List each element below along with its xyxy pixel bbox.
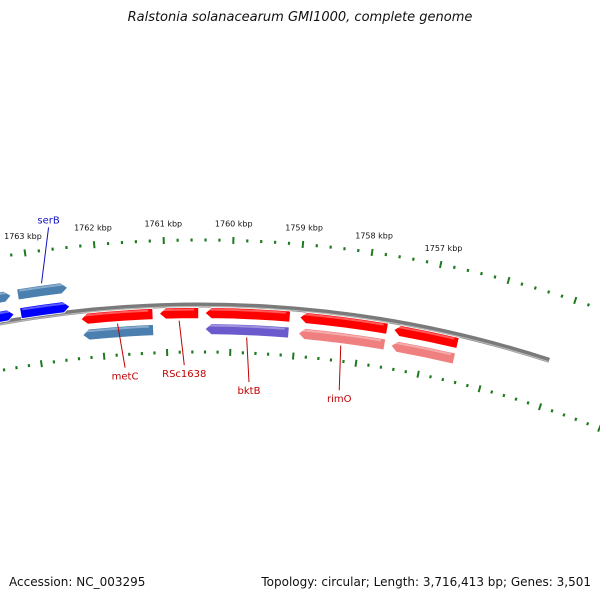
inner-scale-ruler — [2, 348, 600, 432]
gene-highlight — [19, 283, 63, 292]
minor-tick — [586, 421, 590, 426]
minor-tick — [514, 397, 518, 401]
kbp-tick-label: 1759 kbp — [285, 223, 323, 232]
kbp-tick-label: 1760 kbp — [215, 219, 253, 228]
minor-tick — [533, 286, 537, 290]
gene-arrow — [82, 324, 155, 341]
gene-rimo-arrow — [299, 312, 389, 335]
minor-tick — [560, 294, 564, 298]
major-tick — [291, 352, 295, 360]
minor-tick — [574, 417, 578, 422]
gene-features — [0, 282, 460, 365]
minor-tick — [425, 260, 429, 264]
gene-arrow — [0, 309, 15, 323]
gene-metc-label: metC — [112, 372, 139, 383]
minor-tick — [465, 383, 469, 388]
minor-tick — [391, 367, 395, 372]
kbp-tick-label: 1761 kbp — [144, 220, 182, 229]
major-tick — [439, 260, 443, 269]
gene-highlight — [302, 313, 384, 326]
minor-tick — [429, 375, 432, 379]
kbp-tick-label: 1757 kbp — [425, 244, 463, 253]
major-tick — [301, 240, 305, 249]
kbp-tick-label: 1758 kbp — [355, 232, 393, 241]
minor-tick — [550, 409, 554, 413]
gene-highlight — [207, 308, 286, 314]
minor-tick — [586, 303, 590, 307]
kbp-tick-label: 1762 kbp — [74, 224, 112, 233]
backbone-highlight — [0, 305, 549, 363]
gene-bktb-arrow — [204, 307, 291, 323]
major-tick — [416, 370, 420, 378]
gene-rimo-leader — [338, 345, 342, 391]
major-tick — [39, 360, 43, 368]
major-tick — [506, 276, 511, 285]
major-tick — [102, 352, 106, 360]
major-tick — [477, 385, 482, 393]
gene-arrow — [393, 325, 460, 349]
gene-highlight — [84, 325, 149, 333]
major-tick — [92, 241, 96, 249]
minor-tick — [502, 393, 506, 398]
gene-bktb-arrow — [204, 323, 290, 339]
minor-tick — [453, 380, 457, 385]
gene-bktb-leader — [246, 337, 250, 383]
major-tick — [23, 249, 27, 257]
kbp-tick-label: 1763 kbp — [4, 232, 42, 241]
minor-tick — [493, 275, 497, 279]
gene-highlight — [0, 310, 10, 315]
minor-tick — [441, 377, 445, 382]
gene-labels: argEserBmetCRSc1638bktBrimO — [37, 215, 352, 405]
gene-highlight — [161, 308, 195, 312]
gene-rsc1638-arrow — [158, 307, 200, 320]
gene-arrow — [19, 301, 71, 320]
major-tick — [538, 403, 543, 411]
gene-arrow — [390, 340, 456, 365]
gene-serb-label: serB — [37, 215, 59, 226]
minor-tick — [520, 282, 524, 286]
accession-text: Accession: NC_003295 — [9, 575, 146, 589]
gene-serb-arrow — [16, 282, 69, 301]
minor-tick — [404, 370, 408, 374]
gene-serb-leader — [41, 227, 50, 284]
minor-tick — [379, 365, 383, 369]
genome-summary-text: Topology: circular; Length: 3,716,413 bp… — [261, 575, 591, 589]
gene-rsc1638-leader — [178, 320, 185, 366]
minor-tick — [526, 401, 530, 405]
major-tick — [573, 296, 578, 305]
gene-highlight — [22, 302, 65, 311]
gene-highlight — [0, 291, 6, 295]
minor-tick — [398, 255, 401, 259]
gene-rimo-arrow — [297, 328, 387, 351]
gene-highlight — [393, 341, 451, 356]
backbone-arc — [0, 302, 550, 363]
major-tick — [370, 248, 374, 257]
gene-metc-leader — [117, 323, 126, 368]
minor-tick — [15, 365, 18, 370]
gene-rsc1638-label: RSc1638 — [162, 369, 206, 380]
minor-tick — [411, 257, 415, 261]
genome-backbone — [0, 302, 550, 363]
major-tick — [597, 424, 600, 432]
gene-highlight — [396, 325, 455, 340]
minor-tick — [547, 290, 551, 294]
outer-scale-ruler: 1757 kbp 1758 kbp 1759 kbp 1760 kbp 1761 kbp… — [4, 219, 590, 307]
minor-tick — [452, 265, 456, 270]
gene-highlight — [82, 309, 149, 317]
gene-bktb-label: bktB — [238, 386, 261, 397]
gene-highlight — [207, 324, 285, 330]
map-title: Ralstonia solanacearum GMI1000, complete… — [127, 10, 473, 25]
gene-metc-arrow — [80, 308, 154, 325]
minor-tick — [466, 268, 470, 273]
minor-tick — [2, 368, 6, 372]
minor-tick — [480, 271, 483, 276]
gene-rimo-label: rimO — [327, 394, 352, 405]
gene-arge-arrow — [0, 290, 12, 304]
minor-tick — [562, 413, 566, 417]
gene-highlight — [300, 329, 382, 342]
major-tick — [354, 359, 358, 367]
minor-tick — [490, 390, 494, 394]
